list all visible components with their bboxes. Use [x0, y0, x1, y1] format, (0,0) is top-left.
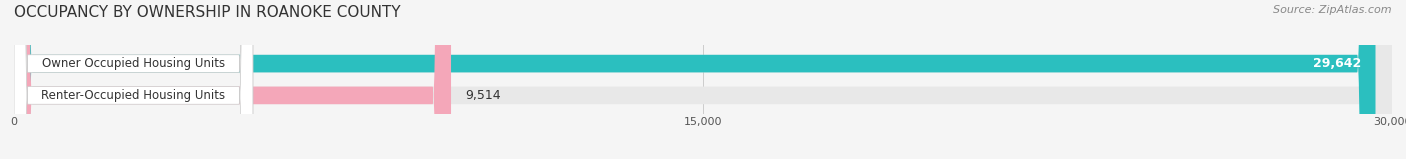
Text: Source: ZipAtlas.com: Source: ZipAtlas.com	[1274, 5, 1392, 15]
FancyBboxPatch shape	[14, 0, 1375, 159]
FancyBboxPatch shape	[14, 0, 451, 159]
Text: 29,642: 29,642	[1313, 57, 1362, 70]
FancyBboxPatch shape	[14, 0, 1392, 159]
FancyBboxPatch shape	[14, 0, 1392, 159]
FancyBboxPatch shape	[14, 0, 253, 159]
Text: OCCUPANCY BY OWNERSHIP IN ROANOKE COUNTY: OCCUPANCY BY OWNERSHIP IN ROANOKE COUNTY	[14, 5, 401, 20]
Text: Owner Occupied Housing Units: Owner Occupied Housing Units	[42, 57, 225, 70]
Text: 9,514: 9,514	[465, 89, 501, 102]
Text: Renter-Occupied Housing Units: Renter-Occupied Housing Units	[41, 89, 225, 102]
FancyBboxPatch shape	[14, 0, 253, 159]
